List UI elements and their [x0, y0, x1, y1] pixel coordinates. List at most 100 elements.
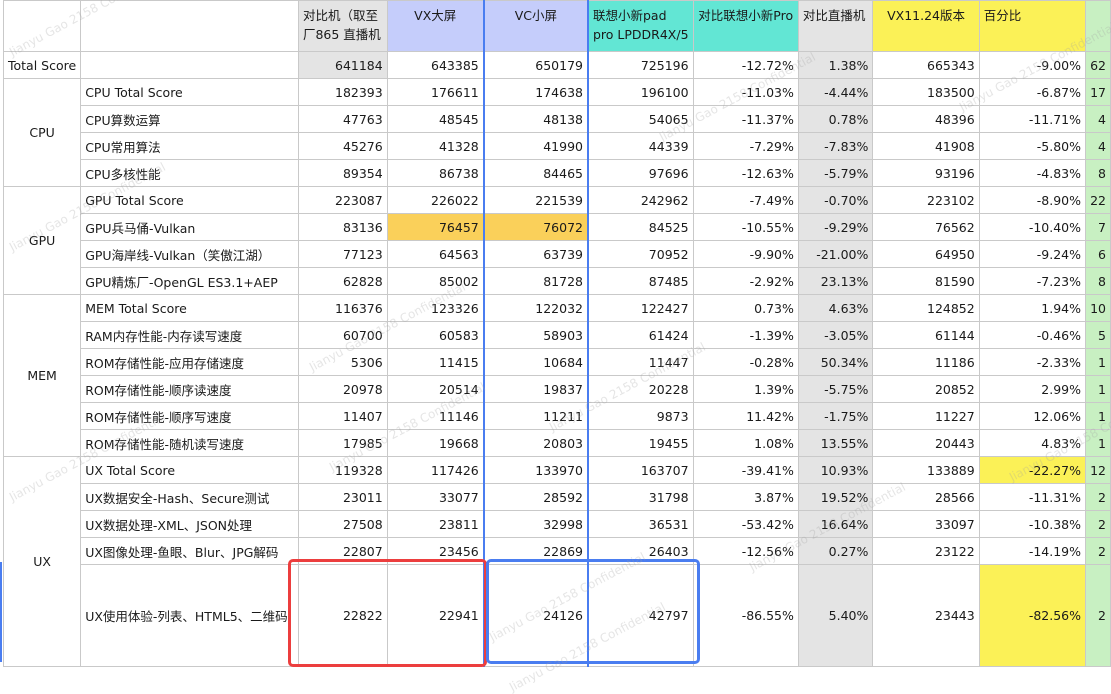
header-cell-vc-small[interactable]: VC小屏 — [482, 0, 589, 52]
header-cell-vx-big[interactable]: VX大屏 — [386, 0, 485, 52]
item-name-cell[interactable]: GPU海岸线-Vulkan（笑傲江湖） — [80, 240, 299, 268]
header-cell-vs-lenovo[interactable]: 对比联想小新Pro — [692, 0, 799, 52]
item-name-cell[interactable]: UX数据安全-Hash、Secure测试 — [80, 483, 299, 511]
value-cell[interactable]: 41908 — [872, 132, 980, 160]
item-name-cell[interactable]: GPU Total Score — [80, 186, 299, 214]
value-cell[interactable]: 11211 — [482, 402, 589, 430]
value-cell[interactable]: 8 — [1085, 267, 1111, 295]
value-cell[interactable]: 60700 — [297, 321, 388, 349]
value-cell[interactable]: -53.42% — [692, 510, 799, 538]
value-cell[interactable]: 4.83% — [978, 429, 1087, 457]
item-name-cell[interactable]: CPU多核性能 — [80, 159, 299, 187]
value-cell[interactable]: 116376 — [297, 294, 388, 322]
value-cell[interactable]: 22941 — [386, 564, 485, 667]
value-cell[interactable]: 20852 — [872, 375, 980, 403]
value-cell[interactable]: -9.90% — [692, 240, 799, 268]
value-cell[interactable]: 48396 — [872, 105, 980, 133]
value-cell[interactable]: 33077 — [386, 483, 485, 511]
value-cell[interactable]: 0.78% — [797, 105, 874, 133]
value-cell[interactable]: 4.63% — [797, 294, 874, 322]
value-cell[interactable]: 119328 — [297, 456, 388, 484]
item-name-cell[interactable]: GPU精炼厂-OpenGL ES3.1+AEP — [80, 267, 299, 295]
value-cell[interactable]: -7.83% — [797, 132, 874, 160]
value-cell[interactable]: -8.90% — [978, 186, 1087, 214]
value-cell[interactable]: 23122 — [872, 537, 980, 565]
value-cell[interactable]: 23456 — [386, 537, 485, 565]
header-cell-lenovo-pad[interactable]: 联想小新pad pro LPDDR4X/5 — [587, 0, 694, 52]
item-name-cell[interactable]: CPU Total Score — [80, 78, 299, 106]
value-cell[interactable]: 23811 — [386, 510, 485, 538]
value-cell[interactable]: 17985 — [297, 429, 388, 457]
value-cell[interactable]: 84465 — [482, 159, 589, 187]
item-name-cell[interactable]: CPU算数运算 — [80, 105, 299, 133]
value-cell[interactable]: -7.49% — [692, 186, 799, 214]
value-cell[interactable]: 7 — [1085, 213, 1111, 241]
header-cell-percent[interactable]: 百分比 — [978, 0, 1087, 52]
item-name-cell[interactable]: MEM Total Score — [80, 294, 299, 322]
value-cell[interactable]: 5 — [1085, 321, 1111, 349]
value-cell[interactable]: 641184 — [297, 51, 388, 79]
value-cell[interactable]: 12.06% — [978, 402, 1087, 430]
header-cell-extra[interactable] — [1085, 0, 1111, 52]
item-name-cell[interactable]: UX使用体验-列表、HTML5、二维码 — [80, 564, 299, 667]
value-cell[interactable]: 1 — [1085, 375, 1111, 403]
value-cell[interactable]: 176611 — [386, 78, 485, 106]
value-cell[interactable]: 62 — [1085, 51, 1111, 79]
value-cell[interactable]: 19668 — [386, 429, 485, 457]
value-cell[interactable]: 24126 — [482, 564, 589, 667]
value-cell[interactable]: 61424 — [587, 321, 694, 349]
value-cell[interactable]: 17 — [1085, 78, 1111, 106]
value-cell[interactable]: -4.83% — [978, 159, 1087, 187]
value-cell[interactable]: -82.56% — [978, 564, 1087, 667]
value-cell[interactable]: 2 — [1085, 537, 1111, 565]
value-cell[interactable]: 20514 — [386, 375, 485, 403]
value-cell[interactable]: -21.00% — [797, 240, 874, 268]
value-cell[interactable]: 226022 — [386, 186, 485, 214]
category-cell[interactable]: Total Score — [2, 51, 82, 79]
value-cell[interactable]: 11146 — [386, 402, 485, 430]
value-cell[interactable]: 47763 — [297, 105, 388, 133]
value-cell[interactable]: 4 — [1085, 132, 1111, 160]
value-cell[interactable]: 54065 — [587, 105, 694, 133]
value-cell[interactable]: -39.41% — [692, 456, 799, 484]
value-cell[interactable]: 28592 — [482, 483, 589, 511]
value-cell[interactable]: 122032 — [482, 294, 589, 322]
value-cell[interactable]: 87485 — [587, 267, 694, 295]
value-cell[interactable]: 196100 — [587, 78, 694, 106]
value-cell[interactable]: 26403 — [587, 537, 694, 565]
value-cell[interactable]: -9.29% — [797, 213, 874, 241]
value-cell[interactable]: 11447 — [587, 348, 694, 376]
value-cell[interactable]: 117426 — [386, 456, 485, 484]
value-cell[interactable]: -86.55% — [692, 564, 799, 667]
header-cell-item[interactable] — [80, 0, 299, 52]
value-cell[interactable]: 725196 — [587, 51, 694, 79]
value-cell[interactable]: 58903 — [482, 321, 589, 349]
value-cell[interactable]: 174638 — [482, 78, 589, 106]
value-cell[interactable]: 23.13% — [797, 267, 874, 295]
value-cell[interactable]: -14.19% — [978, 537, 1087, 565]
spreadsheet[interactable]: 对比机（取至厂865 直播机 VX大屏 VC小屏 联想小新pad pro LPD… — [2, 0, 1111, 667]
category-cell[interactable]: GPU — [2, 186, 82, 295]
value-cell[interactable]: 10.93% — [797, 456, 874, 484]
value-cell[interactable]: 9873 — [587, 402, 694, 430]
header-cell-live-phone[interactable]: 对比机（取至厂865 直播机 — [297, 0, 388, 52]
value-cell[interactable]: 8 — [1085, 159, 1111, 187]
value-cell[interactable]: -10.38% — [978, 510, 1087, 538]
value-cell[interactable]: 86738 — [386, 159, 485, 187]
value-cell[interactable]: 1.08% — [692, 429, 799, 457]
value-cell[interactable]: -11.31% — [978, 483, 1087, 511]
value-cell[interactable]: 70952 — [587, 240, 694, 268]
value-cell[interactable]: 84525 — [587, 213, 694, 241]
value-cell[interactable]: -10.40% — [978, 213, 1087, 241]
value-cell[interactable]: 60583 — [386, 321, 485, 349]
value-cell[interactable]: 22 — [1085, 186, 1111, 214]
value-cell[interactable]: -22.27% — [978, 456, 1087, 484]
value-cell[interactable]: 63739 — [482, 240, 589, 268]
value-cell[interactable]: -4.44% — [797, 78, 874, 106]
value-cell[interactable]: 163707 — [587, 456, 694, 484]
value-cell[interactable]: 36531 — [587, 510, 694, 538]
header-cell-corner[interactable] — [2, 0, 82, 52]
value-cell[interactable]: -2.33% — [978, 348, 1087, 376]
item-name-cell[interactable]: UX数据处理-XML、JSON处理 — [80, 510, 299, 538]
value-cell[interactable]: 2 — [1085, 483, 1111, 511]
